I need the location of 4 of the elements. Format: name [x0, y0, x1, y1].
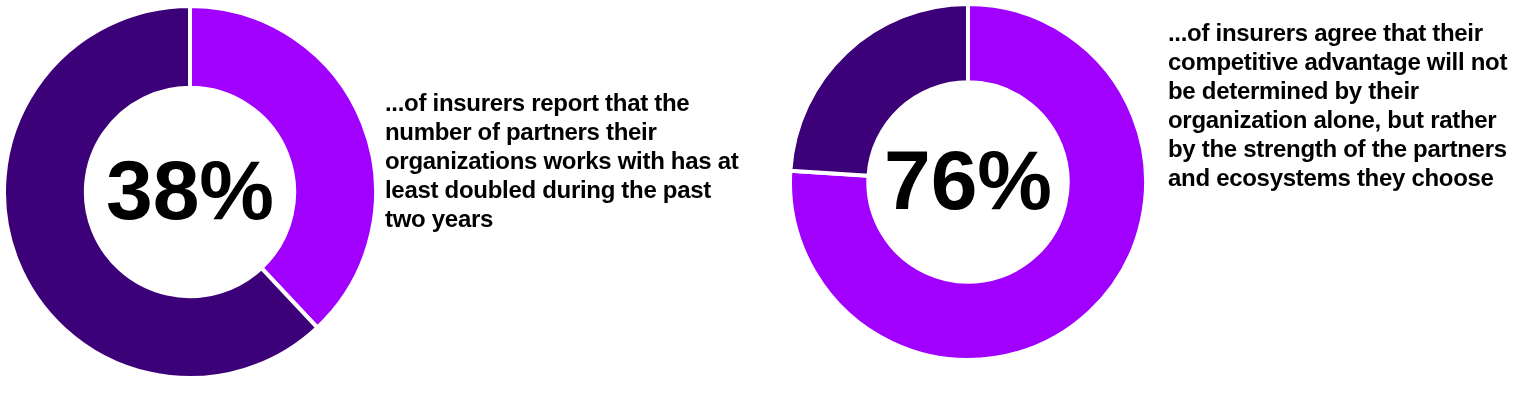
data-label: 76% — [883, 133, 1053, 228]
data-label: 38% — [105, 143, 275, 238]
text: ...of insurers report that the number of partners their organizations works with has at least doubled during the past two years — [385, 88, 740, 233]
text: ...of insurers agree that their competitive advantage will not be determined by their organization alone, but rather by the strength of the partners and ecosystems they choose — [1168, 18, 1509, 192]
